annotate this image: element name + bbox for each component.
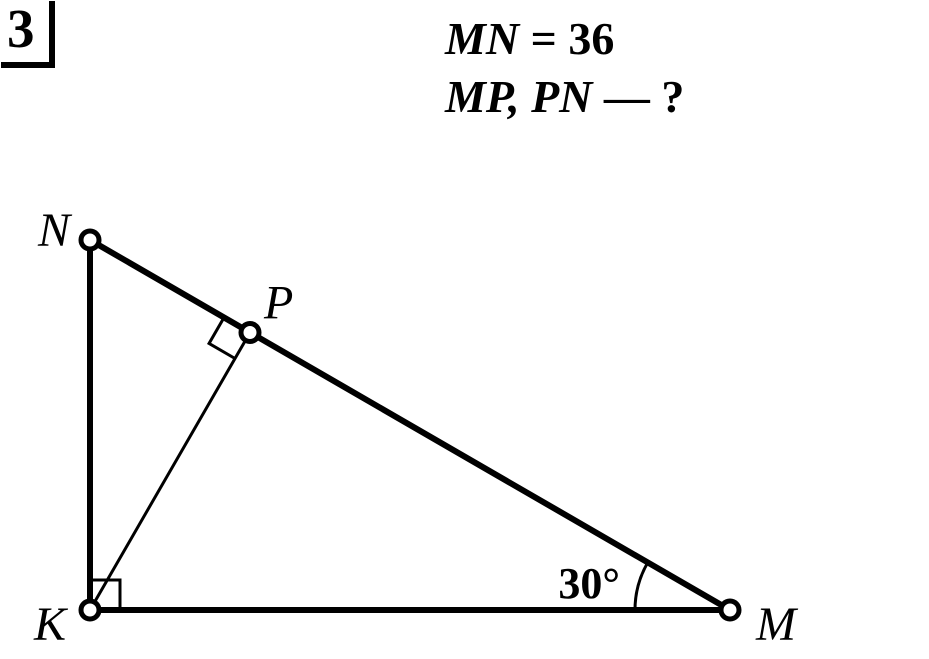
side-nm — [90, 240, 730, 610]
altitude-kp — [90, 333, 250, 611]
point-p — [241, 324, 259, 342]
angle-arc-m — [635, 562, 648, 610]
given-mp-pn: MP, PN — [445, 71, 592, 122]
point-n — [81, 231, 99, 249]
label-n: N — [37, 204, 73, 257]
label-k: K — [33, 598, 69, 651]
given-eq: = — [519, 13, 568, 64]
given-dash: — — [592, 71, 661, 122]
given-36: 36 — [568, 13, 614, 64]
given-q: ? — [661, 71, 684, 122]
problem-number-box: 3 — [1, 1, 55, 68]
given-block: MN = 36 MP, PN — ? — [445, 10, 684, 125]
point-k — [81, 601, 99, 619]
triangle-diagram: N K M P 30° — [0, 190, 929, 659]
label-p: P — [263, 277, 293, 330]
label-angle-30: 30° — [558, 559, 620, 608]
given-mn: MN — [445, 13, 519, 64]
label-m: M — [755, 598, 799, 651]
point-m — [721, 601, 739, 619]
problem-number: 3 — [7, 0, 35, 59]
